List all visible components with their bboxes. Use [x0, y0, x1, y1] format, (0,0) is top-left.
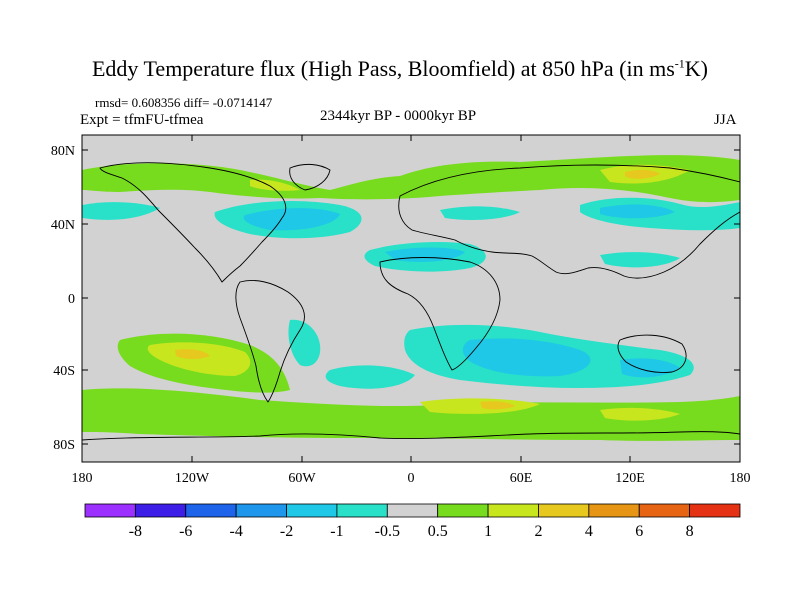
colorbar-swatch — [386, 503, 439, 518]
colorbar-swatch — [235, 503, 287, 518]
longitude-labels: 180 120W 60W 0 60E 120E 180 — [72, 471, 751, 486]
colorbar-swatch — [134, 503, 187, 518]
colorbar-label: -6 — [179, 523, 192, 540]
colorbar-label: -0.5 — [375, 523, 400, 540]
lat-label: 80S — [53, 438, 75, 453]
colorbar-label: 1 — [484, 523, 492, 540]
coast-south-america — [235, 280, 305, 403]
colorbar-swatch — [538, 503, 590, 518]
colorbar-swatch — [487, 503, 539, 518]
period-label: 2344kyr BP - 0000kyr BP — [320, 108, 477, 124]
coast-greenland — [289, 163, 331, 191]
season-label: JJA — [714, 112, 737, 128]
coast-eurasia — [398, 164, 740, 279]
colorbar-swatch — [638, 503, 691, 518]
colorbar-swatch — [689, 503, 741, 518]
colorbar-swatch — [336, 503, 388, 518]
map-title: Eddy Temperature flux (High Pass, Bloomf… — [91, 56, 708, 81]
colorbar-label: 4 — [585, 523, 593, 540]
experiment-label: Expt = tfmFU-tfmea — [80, 112, 204, 128]
colorbar-swatch — [437, 503, 489, 518]
lon-label: 180 — [730, 471, 751, 486]
colorbar-label: -8 — [129, 523, 142, 540]
map-field — [82, 135, 740, 462]
colorbar-label: -1 — [330, 523, 343, 540]
colorbar-labels: -8 -6 -4 -2 -1 -0.5 0.5 1 2 4 6 8 — [129, 523, 694, 540]
colorbar-swatch — [588, 503, 640, 518]
lat-label: 0 — [68, 292, 75, 307]
lon-label: 60W — [288, 471, 316, 486]
coast-north-america — [99, 162, 287, 283]
stats-label: rmsd= 0.608356 diff= -0.0714147 — [95, 95, 273, 110]
coast-antarctica — [82, 431, 740, 441]
latitude-axis — [82, 149, 740, 445]
colorbar-swatch — [286, 503, 338, 518]
colorbar-label: 6 — [635, 523, 643, 540]
positive-anomaly-south-strong — [147, 342, 680, 421]
longitude-axis — [191, 135, 631, 462]
coast-australia — [617, 334, 687, 373]
lon-label: 120W — [175, 471, 210, 486]
colorbar-swatch — [185, 503, 237, 518]
coast-africa — [379, 257, 501, 371]
colorbar — [84, 503, 741, 518]
positive-anomaly-south-peak — [175, 349, 515, 410]
colorbar-label: 2 — [534, 523, 542, 540]
lat-label: 80N — [51, 144, 75, 159]
latitude-labels: 80N 40N 0 40S 80S — [51, 144, 75, 453]
lat-label: 40S — [53, 364, 75, 379]
coastlines — [82, 162, 740, 441]
positive-anomaly-north-peak — [625, 169, 660, 179]
lat-label: 40N — [51, 218, 75, 233]
colorbar-label: 8 — [686, 523, 694, 540]
lon-label: 0 — [408, 471, 415, 486]
colorbar-label: -4 — [229, 523, 242, 540]
colorbar-label: 0.5 — [428, 523, 448, 540]
positive-anomaly-north — [82, 155, 740, 203]
lon-label: 60E — [510, 471, 533, 486]
colorbar-label: -2 — [280, 523, 293, 540]
negative-anomaly-north-strong — [243, 204, 675, 262]
lon-label: 180 — [72, 471, 93, 486]
lon-label: 120E — [615, 471, 645, 486]
colorbar-swatch — [84, 503, 136, 518]
